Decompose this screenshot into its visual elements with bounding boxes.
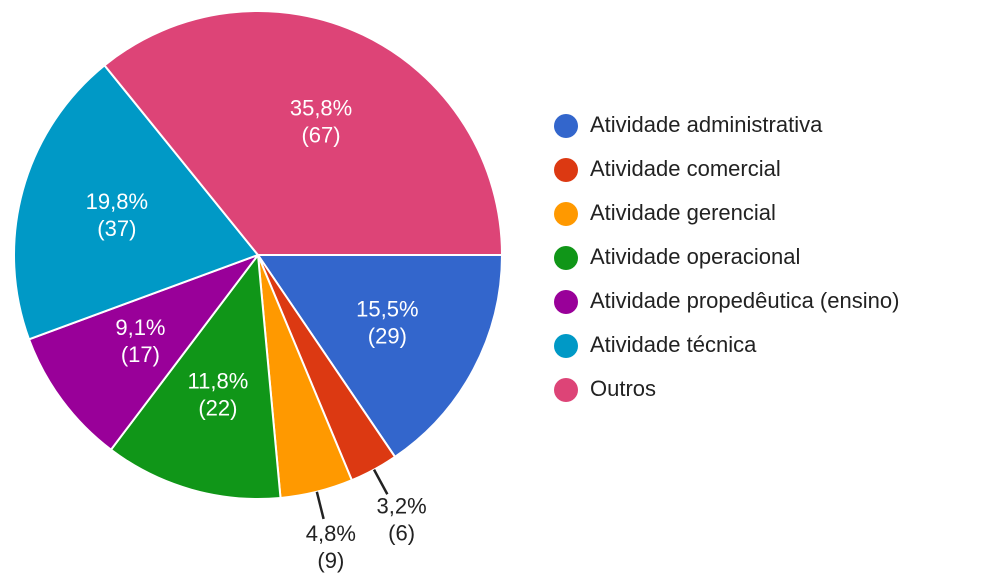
- legend-label: Atividade operacional: [590, 244, 800, 269]
- slice-count-label: (29): [368, 323, 407, 348]
- legend-label: Outros: [590, 376, 656, 401]
- legend-label: Atividade comercial: [590, 156, 781, 181]
- slice-count-label: (9): [317, 548, 344, 573]
- slice-count-label: (67): [301, 123, 340, 148]
- leader-line: [315, 491, 325, 520]
- pie-slice: [103, 10, 504, 256]
- legend-label: Atividade propedêutica (ensino): [590, 288, 899, 313]
- legend-swatch: [554, 202, 578, 226]
- slice-count-label: (22): [198, 396, 237, 421]
- pie-slice: [256, 254, 504, 459]
- pie-slice: [27, 252, 261, 452]
- legend-swatch: [554, 114, 578, 138]
- legend-label: Atividade gerencial: [590, 200, 776, 225]
- slice-count-label: (37): [97, 216, 136, 241]
- leader-line: [372, 469, 389, 495]
- legend-swatch: [554, 158, 578, 182]
- legend-label: Atividade técnica: [590, 332, 757, 357]
- slice-percent-label: 15,5%: [356, 296, 418, 321]
- legend-swatch: [554, 246, 578, 270]
- slice-percent-label: 11,8%: [188, 369, 249, 394]
- slice-percent-label: 4,8%: [306, 521, 356, 546]
- legend-label: Atividade administrativa: [590, 112, 823, 137]
- legend-swatch: [554, 334, 578, 358]
- pie-slice: [109, 252, 282, 500]
- pie-slice: [13, 63, 260, 341]
- slice-percent-label: 3,2%: [377, 493, 427, 518]
- legend-swatch: [554, 290, 578, 314]
- slice-count-label: (17): [121, 342, 160, 367]
- slice-percent-label: 35,8%: [290, 96, 352, 121]
- slice-percent-label: 19,8%: [86, 189, 148, 214]
- slice-percent-label: 9,1%: [115, 315, 165, 340]
- slice-count-label: (6): [388, 520, 415, 545]
- legend-swatch: [554, 378, 578, 402]
